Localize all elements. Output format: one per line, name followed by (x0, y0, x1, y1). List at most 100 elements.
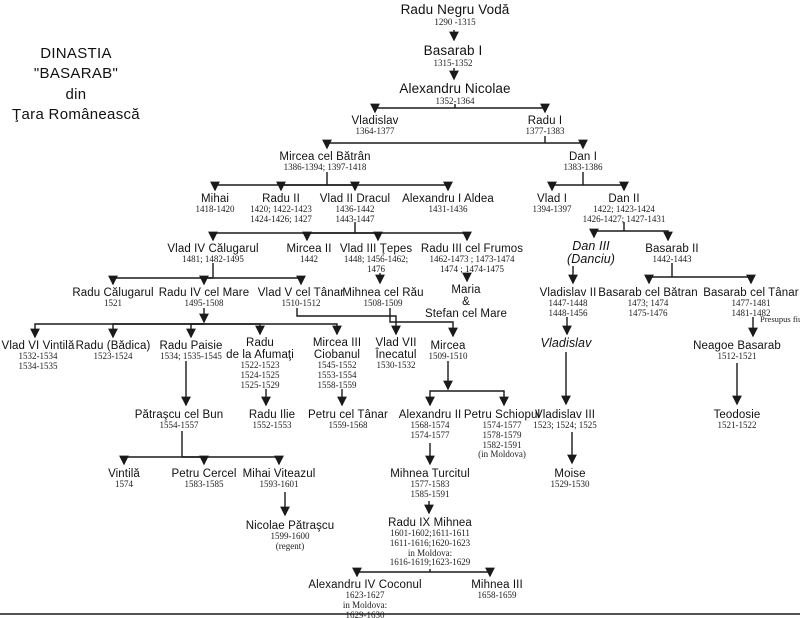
person-reign-dates: 1315-1352 (433, 57, 473, 68)
person-name: Alexandru Nicolae (399, 81, 511, 96)
person-alexandru-ii: Alexandru II 1568-1574 1574-1577 (399, 409, 462, 441)
person-reign-dates: 1377-1383 (525, 126, 565, 137)
person-mircea-ii: Mircea II 1442 (287, 243, 332, 265)
person-reign-dates: 1443-1447 (335, 213, 375, 224)
person-name: Basarab cel Tânar (703, 287, 799, 299)
person-name: Vladislav (351, 115, 399, 127)
person-reign-dates: 1523-1524 (93, 351, 133, 362)
person-reign-dates: 1525-1529 (240, 379, 280, 390)
connector-line (322, 139, 545, 150)
person-radu-ix-mihnea: Radu IX Mihnea 1601-1602;1611-1611 1611-16… (388, 517, 472, 568)
person-reign-dates: 1578-1579 (482, 429, 522, 440)
person-name: Radu IV cel Mare (158, 287, 250, 299)
person-reign-dates: 1442 (300, 254, 318, 265)
connector-line (186, 323, 204, 339)
person-name: Mihai Viteazul (242, 468, 316, 480)
person-reign-dates: 1524-1525 (240, 370, 280, 381)
title-line-3: din (65, 85, 87, 103)
connector-line (352, 567, 430, 578)
person-name: Mihnea III (471, 579, 523, 591)
person-name: Vlad II Dracul (319, 193, 391, 205)
connector-line (182, 455, 284, 466)
title-line-2: "BASARAB" (33, 65, 119, 83)
person-reign-dates: 1529-1530 (550, 479, 590, 490)
person-reign-dates: 1364-1377 (355, 126, 395, 137)
person-name: Vlad III Ţepes (339, 243, 413, 255)
person-radu-negru-voda: Radu Negru Vodă 1290 -1315 (401, 2, 510, 28)
person-mihai-viteazul: Mihai Viteazul 1593-1601 (243, 468, 316, 490)
person-name: Înecatul (375, 349, 417, 362)
person-reign-dates: 1447-1448 (548, 298, 588, 309)
person-vlad-vi-vintila: Vlad VI Vintilă 1532-1534 1534-1535 (2, 340, 75, 372)
person-reign-dates: 1290 -1315 (434, 16, 476, 27)
person-name: Vladislav II (539, 287, 597, 299)
person-name: Ciobanul (313, 349, 361, 362)
person-reign-dates: 1545-1552 (317, 360, 357, 371)
person-reign-dates: 1552-1553 (252, 420, 292, 431)
person-radu-iii-cel-frumos: Radu III cel Frumos 1462-1473 ; 1473-1474… (421, 243, 523, 275)
person-mircea-cel-batran: Mircea cel Bătrân 1386-1394; 1397-1418 (279, 151, 370, 173)
person-name: Nicolae Pătraşcu (245, 520, 335, 532)
person-name: Petru Cercel (171, 468, 237, 480)
connector-line (208, 231, 355, 242)
connector-line (547, 181, 583, 192)
person-reign-dates: 1448-1456 (548, 307, 588, 318)
person-reign-dates: 1658-1659 (477, 590, 517, 601)
person-vladislav-ii: Vladislav II 1447-1448 1448-1456 (540, 287, 597, 319)
person-reign-dates: 1559-1568 (328, 420, 368, 431)
person-mihnea-turcitul: Mihnea Turcitul 1577-1583 1585-1591 (390, 468, 469, 500)
person-reign-dates: 1509-1510 (428, 351, 468, 362)
person-name: Radu Călugarul (72, 287, 154, 299)
person-petru-cel-tanar: Petru cel Tânar 1559-1568 (308, 409, 388, 431)
person-reign-dates: 1554-1557 (159, 420, 199, 431)
person-name: Vlad I (536, 193, 567, 205)
person-neagoe-basarab: Neagoe Basarab 1512-1521 (693, 340, 781, 362)
connector-line (30, 323, 204, 339)
person-reign-dates: 1530-1532 (376, 360, 416, 371)
person-reign-dates: 1582-1591 (482, 439, 522, 450)
person-name: Vintilă (108, 468, 140, 480)
person-reign-dates: 1431-1436 (428, 204, 468, 215)
person-alexandru-i-aldea: Alexandru I Aldea 1431-1436 (402, 193, 494, 215)
person-reign-dates: 1418-1420 (195, 204, 235, 215)
person-mihai: Mihai 1418-1420 (196, 193, 235, 215)
person-teodosie: Teodosie 1521-1522 (714, 409, 761, 431)
person-name: Dan II (608, 193, 640, 205)
person-name: Petru Schiopul (463, 409, 541, 421)
person-reign-dates: 1448; 1456-1462; (343, 254, 409, 265)
person-reign-dates: 1601-1602;1611-1611 (390, 528, 470, 539)
diagram-title: DINASTIA "BASARAB" din Ţara Românească (12, 44, 140, 125)
person-reign-dates: 1477-1481 (731, 298, 771, 309)
person-reign-dates: 1574 (114, 479, 133, 490)
person-name: Basarab cel Bătran (598, 287, 698, 299)
connector-line (624, 230, 673, 242)
person-petru-schiopul: Petru Schiopul 1574-1577 1578-1579 1582-159… (464, 409, 540, 460)
connector-line (644, 274, 672, 285)
person-reign-dates: 1558-1559 (317, 379, 357, 390)
person-reign-dates: 1436-1442 (335, 204, 375, 215)
connector-line (327, 181, 453, 192)
person-name: (Danciu) (566, 252, 616, 267)
person-mircea: Mircea 1509-1510 (429, 340, 468, 362)
connector-line (296, 308, 401, 336)
person-radu-i: Radu I 1377-1383 (526, 115, 565, 137)
person-reign-dates: 1521 (104, 298, 122, 309)
person-reign-dates: 1553-1554 (317, 370, 357, 381)
person-mihnea-cel-rau: Mihnea cel Rău 1508-1509 (342, 287, 423, 309)
connector-line (672, 274, 756, 285)
person-name: Radu IX Mihnea (388, 517, 472, 529)
connector-line (583, 181, 629, 192)
connector-line (204, 323, 265, 336)
person-name: Alexandru II (398, 409, 462, 421)
person-vintila: Vintilă 1574 (108, 468, 140, 490)
person-name: Moise (554, 468, 586, 480)
person-reign-dates: (regent) (275, 540, 305, 551)
person-reign-dates: 1473; 1474 (627, 298, 669, 309)
person-reign-dates: 1522-1523 (240, 360, 280, 371)
person-reign-dates: 1523; 1524; 1525 (533, 420, 597, 431)
person-name: Vlad VII (375, 337, 417, 349)
person-reign-dates: 1623-1627 (345, 590, 385, 601)
person-dan-i: Dan I 1383-1386 (564, 151, 603, 173)
person-radu-ii: Radu II 1420; 1422-1423 1424-1426; 1427 (250, 193, 312, 225)
